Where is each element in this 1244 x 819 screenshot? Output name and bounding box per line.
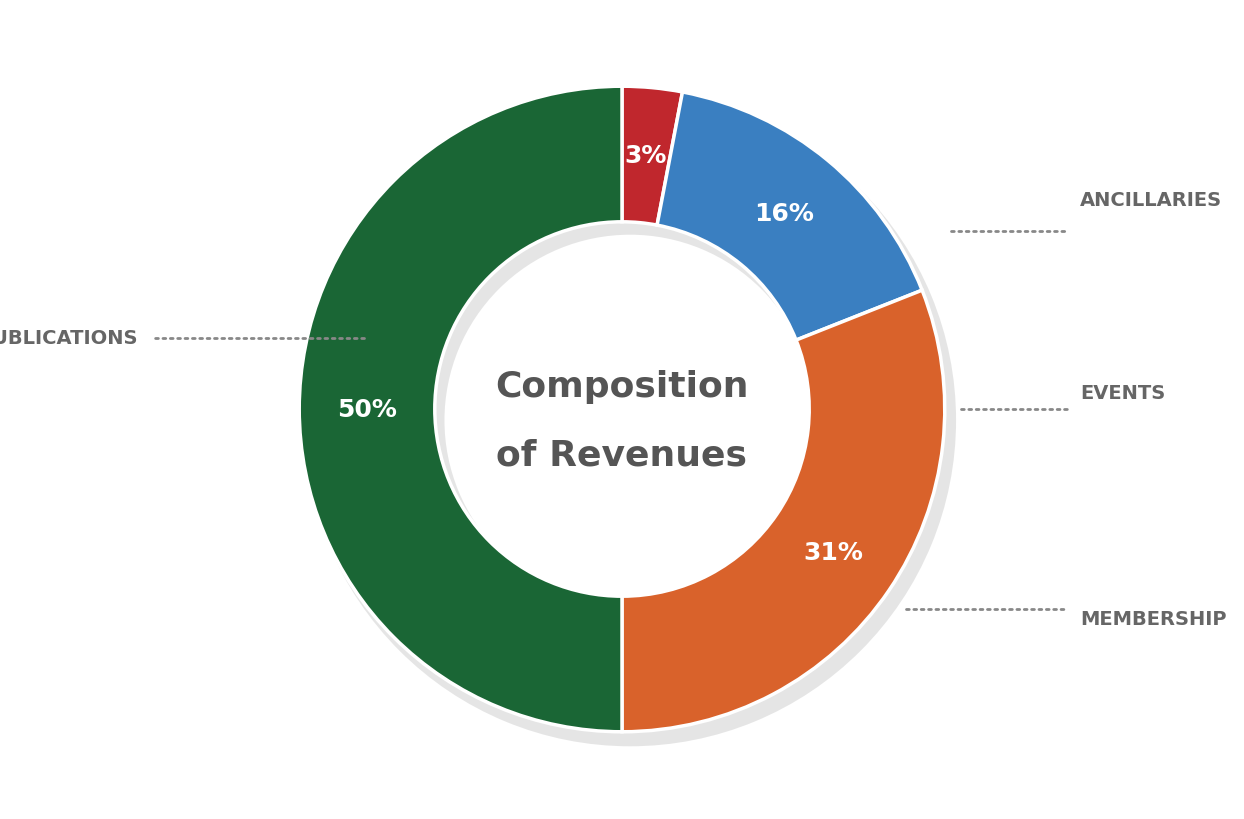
Text: EVENTS: EVENTS xyxy=(1080,384,1166,403)
Wedge shape xyxy=(300,87,622,732)
Text: 3%: 3% xyxy=(624,144,667,168)
Text: MEMBERSHIP: MEMBERSHIP xyxy=(1080,609,1227,628)
Text: 16%: 16% xyxy=(755,201,815,225)
Text: of Revenues: of Revenues xyxy=(496,437,748,472)
Wedge shape xyxy=(622,87,683,226)
Text: 31%: 31% xyxy=(802,541,863,564)
Text: PUBLICATIONS: PUBLICATIONS xyxy=(0,329,138,348)
Wedge shape xyxy=(622,291,944,732)
Wedge shape xyxy=(304,95,957,746)
Text: 50%: 50% xyxy=(337,397,397,422)
Wedge shape xyxy=(657,93,922,341)
Text: ANCILLARIES: ANCILLARIES xyxy=(1080,191,1223,210)
Text: Composition: Composition xyxy=(495,370,749,404)
